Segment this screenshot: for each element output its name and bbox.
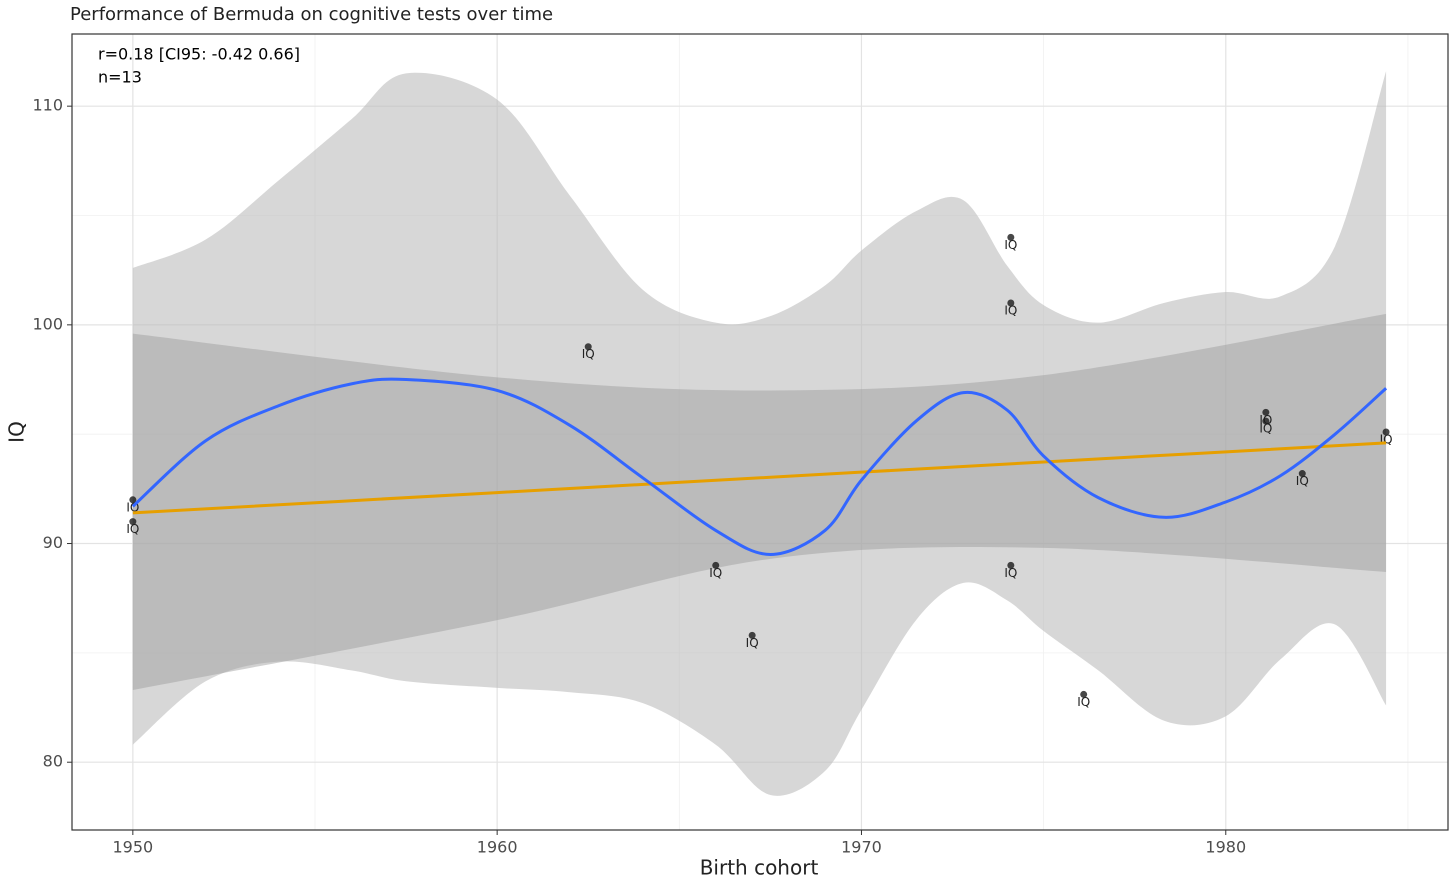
point-label: IQ (1004, 566, 1017, 580)
y-tick-label: 80 (43, 752, 63, 771)
data-point (1382, 428, 1390, 436)
data-point (1262, 408, 1270, 416)
point-label: IQ (746, 636, 759, 650)
confidence-band (132, 71, 1387, 796)
data-point (129, 496, 137, 504)
point-label: IQ (1077, 695, 1090, 709)
x-tick-label: 1980 (1205, 838, 1246, 857)
point-label: IQ (126, 522, 139, 536)
data-point (1007, 233, 1015, 241)
point-label: IQ (709, 566, 722, 580)
point-label: IQ (1004, 303, 1017, 317)
annotation: n=13 (98, 68, 142, 87)
x-axis-label: Birth cohort (700, 856, 819, 880)
confidence-band (132, 313, 1387, 691)
y-tick-label: 100 (32, 314, 63, 333)
annotation: r=0.18 [CI95: -0.42 0.66] (98, 45, 300, 64)
x-tick-label: 1960 (477, 838, 518, 857)
data-point (1298, 470, 1306, 478)
x-tick-label: 1950 (112, 838, 153, 857)
data-point (748, 631, 756, 639)
data-point (584, 343, 592, 351)
data-point (712, 561, 720, 569)
plot-border (71, 33, 1449, 831)
point-label: IQ (1296, 474, 1309, 488)
fit-line (131, 377, 1388, 556)
data-point (1007, 561, 1015, 569)
data-point (1262, 417, 1270, 425)
point-label: IQ (582, 347, 595, 361)
y-tick-label: 90 (43, 533, 63, 552)
data-point (1007, 299, 1015, 307)
y-tick-label: 110 (32, 96, 63, 115)
point-label: IQ (1004, 238, 1017, 252)
point-label: IQ (1259, 422, 1272, 436)
x-tick-label: 1970 (841, 838, 882, 857)
fit-line (132, 441, 1387, 515)
data-point (129, 518, 137, 526)
data-point (1080, 690, 1088, 698)
chart-title: Performance of Bermuda on cognitive test… (70, 4, 553, 25)
y-axis-label: IQ (5, 421, 29, 443)
